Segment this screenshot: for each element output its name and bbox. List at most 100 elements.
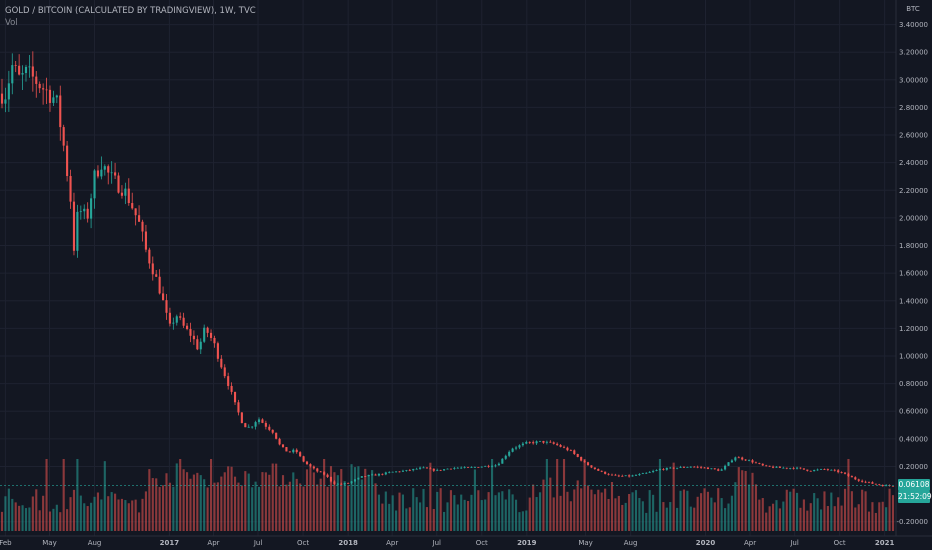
candle-body	[730, 460, 733, 463]
candle-body	[144, 231, 147, 250]
volume-bar	[741, 470, 744, 531]
candle-body	[213, 337, 216, 344]
candle-body	[436, 469, 439, 471]
candle-body	[724, 465, 727, 470]
candle-body	[775, 466, 778, 468]
candle-body	[408, 469, 411, 471]
candle-body	[14, 65, 17, 66]
candle-body	[720, 469, 723, 471]
candle-body	[501, 458, 504, 464]
candle-body	[124, 188, 127, 196]
candle-body	[162, 293, 165, 301]
price-tick-label: 0.20000	[899, 463, 928, 471]
candle-body	[453, 467, 456, 469]
candle-body	[120, 192, 124, 196]
volume-bar	[706, 491, 710, 531]
volume-bar	[185, 472, 189, 531]
candle-body	[768, 465, 771, 467]
candle-body	[569, 450, 572, 452]
candle-body	[203, 327, 206, 342]
volume-bar	[155, 478, 158, 531]
volume-bar	[682, 489, 686, 531]
volume-bar	[59, 512, 62, 531]
candle-body	[652, 470, 655, 472]
volume-bar	[35, 489, 38, 531]
price-tick-label: 1.20000	[899, 325, 928, 333]
candle-body	[172, 322, 175, 324]
volume-bar	[857, 504, 860, 531]
candle-body	[350, 481, 353, 484]
volume-bar	[415, 497, 418, 531]
candle-body	[645, 472, 648, 474]
volume-bar	[247, 473, 250, 531]
candle-body	[521, 443, 524, 446]
volume-bar	[511, 494, 514, 531]
time-axis-label: Apr	[386, 539, 398, 547]
volume-bar	[456, 504, 459, 531]
volume-bar	[614, 498, 617, 531]
volume-bar	[754, 484, 757, 531]
candle-body	[891, 485, 895, 487]
volume-label[interactable]: Vol	[5, 18, 18, 28]
volume-bar	[730, 495, 733, 531]
candle-body	[220, 358, 223, 368]
volume-bar	[158, 487, 161, 531]
candle-body	[312, 466, 315, 469]
volume-bar	[83, 503, 86, 531]
time-axis-label: Apr	[744, 539, 756, 547]
volume-bar	[391, 495, 394, 531]
volume-bar	[439, 488, 442, 531]
volume-bar	[545, 459, 548, 531]
volume-bar	[700, 493, 703, 531]
volume-bar	[573, 489, 576, 531]
candle-body	[371, 474, 374, 476]
volume-bar	[850, 491, 853, 531]
candle-body	[576, 453, 579, 457]
candle-body	[467, 467, 470, 468]
candle-body	[360, 476, 363, 478]
volume-bar	[724, 508, 727, 531]
volume-bar	[209, 459, 213, 531]
volume-bar	[641, 501, 644, 531]
volume-bar	[100, 499, 103, 531]
volume-bar	[679, 490, 682, 531]
candle-body	[881, 484, 884, 487]
volume-bar	[662, 502, 665, 531]
volume-bar	[696, 496, 699, 531]
volume-bar	[580, 488, 583, 531]
volume-bar	[288, 481, 291, 531]
candle-body	[381, 473, 384, 475]
candle-body	[446, 468, 449, 470]
volume-bar	[703, 488, 706, 531]
candle-body	[439, 469, 442, 471]
candle-body	[343, 482, 346, 485]
volume-bar	[672, 462, 675, 531]
candle-body	[415, 468, 418, 470]
candle-body	[131, 203, 134, 209]
time-axis-label: 2019	[517, 539, 537, 547]
candle-body	[610, 474, 614, 476]
candle-body	[316, 468, 319, 472]
candle-body	[309, 464, 312, 467]
candle-body	[679, 466, 682, 468]
candle-body	[305, 461, 309, 465]
candle-body	[196, 339, 199, 350]
volume-bar	[412, 488, 415, 531]
candle-body	[69, 176, 72, 202]
price-tick-label: 1.00000	[899, 353, 928, 361]
price-candles	[0, 51, 895, 487]
volume-bar	[867, 511, 871, 531]
volume-bar	[405, 508, 408, 531]
volume-bar	[86, 506, 89, 531]
volume-bar	[408, 507, 411, 531]
candle-body	[11, 65, 14, 84]
candle-body	[617, 475, 620, 477]
volume-bar	[463, 499, 466, 531]
candle-body	[429, 468, 432, 470]
volume-bar	[21, 505, 24, 531]
volume-bar	[676, 507, 679, 531]
volume-bar	[484, 499, 487, 531]
volume-bar	[727, 503, 730, 531]
candle-body	[823, 468, 826, 470]
